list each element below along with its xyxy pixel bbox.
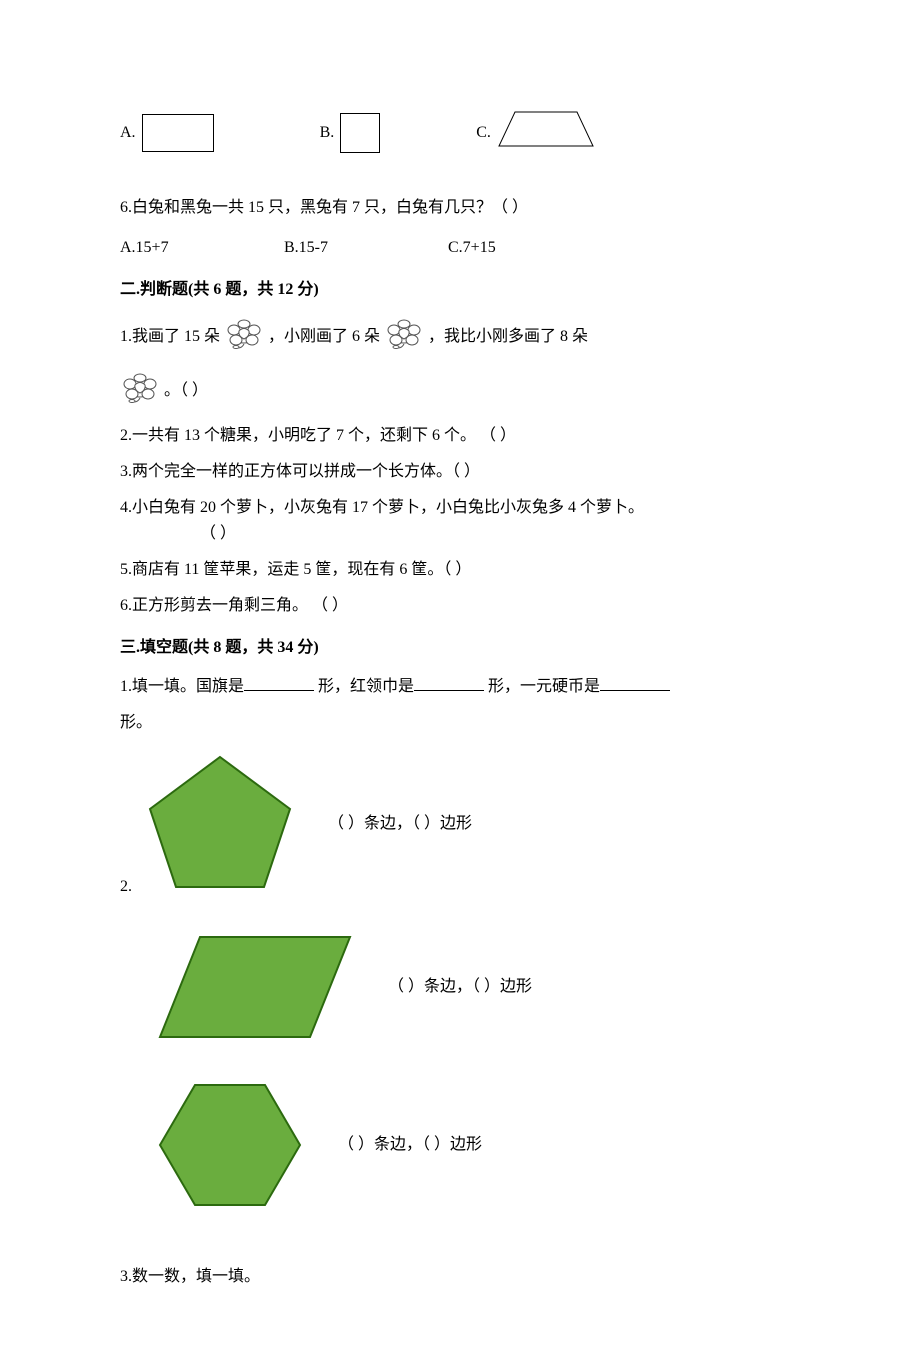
- s3-q2-hexagon-row: （ ）条边，（ ）边形: [120, 1075, 800, 1215]
- blank: [600, 674, 670, 691]
- hexagon-shape: [150, 1075, 310, 1215]
- section3-title: 三.填空题(共 8 题，共 34 分): [120, 636, 800, 660]
- s2-q1: 1.我画了 15 朵 ，小刚画了 6 朵 ，我比小刚多画了 8 朵: [120, 316, 800, 358]
- s2-q6: 6.正方形剪去一角剩三角。 （ ）: [120, 594, 800, 618]
- s3-q1-a: 1.填一填。国旗是: [120, 678, 244, 695]
- q6-text: 6.白兔和黑兔一共 15 只，黑兔有 7 只，白兔有几只？（ ）: [120, 196, 800, 220]
- s2-q2: 2.一共有 13 个糖果，小明吃了 7 个，还剩下 6 个。 （ ）: [120, 424, 800, 448]
- q6-opt-b: B.15-7: [284, 236, 444, 260]
- s2-q1-pre: 1.我画了 15 朵: [120, 325, 220, 349]
- flower-icon: [384, 316, 424, 358]
- s3-q2-text-2: （ ）条边，（ ）边形: [388, 975, 532, 999]
- s3-q2-parallelogram-row: （ ）条边，（ ）边形: [120, 927, 800, 1047]
- s3-q1-c: 形，一元硬币是: [488, 678, 600, 695]
- square-shape: [340, 113, 380, 153]
- s2-q1-line2: 。（ ）: [120, 370, 800, 412]
- s3-q2-text-1: （ ）条边，（ ）边形: [328, 812, 472, 836]
- s3-q1-d: 形。: [120, 711, 800, 735]
- q5-label-a: A.: [120, 121, 136, 145]
- trapezoid-svg: [497, 110, 595, 148]
- q5-option-b: B.: [320, 113, 381, 153]
- section2-title: 二.判断题(共 6 题，共 12 分): [120, 278, 800, 302]
- s3-q2-text-3: （ ）条边，（ ）边形: [338, 1133, 482, 1157]
- s3-q3: 3.数一数，填一填。: [120, 1265, 800, 1289]
- parallelogram-shape: [150, 927, 360, 1047]
- flower-icon: [224, 316, 264, 358]
- q5-label-b: B.: [320, 121, 335, 145]
- q5-option-c: C.: [476, 110, 595, 156]
- q6-options: A.15+7 B.15-7 C.7+15: [120, 236, 800, 260]
- q5-label-c: C.: [476, 121, 491, 145]
- pentagon-shape: [140, 749, 300, 899]
- s3-q2-pentagon-row: 2. （ ）条边，（ ）边形: [120, 749, 800, 899]
- q5-option-a: A.: [120, 114, 214, 152]
- s2-q3: 3.两个完全一样的正方体可以拼成一个长方体。（ ）: [120, 460, 800, 484]
- blank: [414, 674, 484, 691]
- rectangle-shape: [142, 114, 214, 152]
- s3-q2-prefix: 2.: [120, 875, 132, 899]
- q5-options: A. B. C.: [120, 110, 800, 156]
- q6-opt-a: A.15+7: [120, 236, 280, 260]
- s2-q5: 5.商店有 11 筐苹果，运走 5 筐，现在有 6 筐。（ ）: [120, 558, 800, 582]
- s2-q4-line1: 4.小白兔有 20 个萝卜，小灰兔有 17 个萝卜，小白兔比小灰兔多 4 个萝卜…: [120, 496, 800, 520]
- s2-q1-tail: 。（ ）: [164, 379, 208, 403]
- s2-q1-post: ，我比小刚多画了 8 朵: [428, 325, 588, 349]
- flower-icon: [120, 370, 160, 412]
- s2-q1-mid: ，小刚画了 6 朵: [268, 325, 380, 349]
- q6-opt-c: C.7+15: [448, 236, 608, 260]
- s3-q1: 1.填一填。国旗是 形，红领巾是 形，一元硬币是: [120, 674, 800, 699]
- trapezoid-shape: [497, 110, 595, 156]
- s3-q1-b: 形，红领巾是: [318, 678, 414, 695]
- blank: [244, 674, 314, 691]
- s2-q4-line2: （ ）: [120, 522, 800, 546]
